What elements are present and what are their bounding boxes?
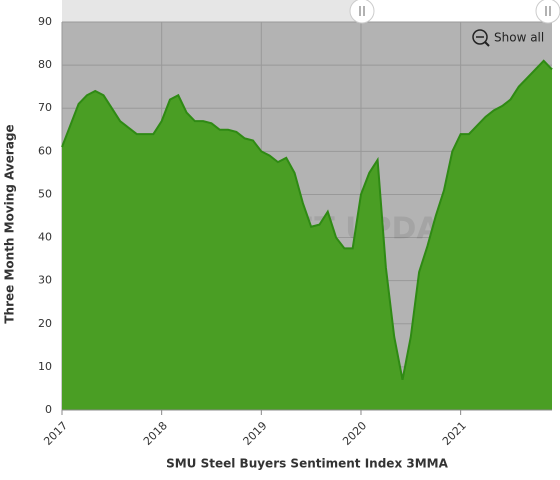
navigator-window (362, 0, 550, 22)
y-tick-label: 10 (38, 360, 52, 373)
y-tick-label: 70 (38, 101, 52, 114)
x-tick-label: 2020 (340, 419, 369, 448)
x-tick-label: 2017 (41, 419, 70, 448)
navigator-handle (349, 0, 375, 24)
y-tick-label: 0 (45, 403, 52, 416)
y-tick-label: 60 (38, 144, 52, 157)
y-tick-label: 90 (38, 15, 52, 28)
y-tick-label: 40 (38, 231, 52, 244)
y-tick-label: 50 (38, 187, 52, 200)
y-tick-label: 80 (38, 58, 52, 71)
area (62, 60, 552, 411)
x-tick-label: 2019 (241, 419, 270, 448)
y-tick-label: 20 (38, 317, 52, 330)
x-tick-label: 2021 (440, 419, 469, 448)
y-axis-title: Three Month Moving Average (3, 124, 17, 323)
show-all-label: Show all (494, 31, 544, 45)
area-line (61, 59, 553, 381)
show-all-button[interactable]: Show all (472, 29, 544, 47)
y-tick-label: 30 (38, 274, 52, 287)
x-tick-label: 2018 (141, 419, 170, 448)
x-axis-title: SMU Steel Buyers Sentiment Index 3MMA (166, 457, 449, 471)
zoom-icon-handle (484, 41, 490, 47)
zoom-icon (472, 29, 488, 45)
navigator-handle (535, 0, 560, 24)
